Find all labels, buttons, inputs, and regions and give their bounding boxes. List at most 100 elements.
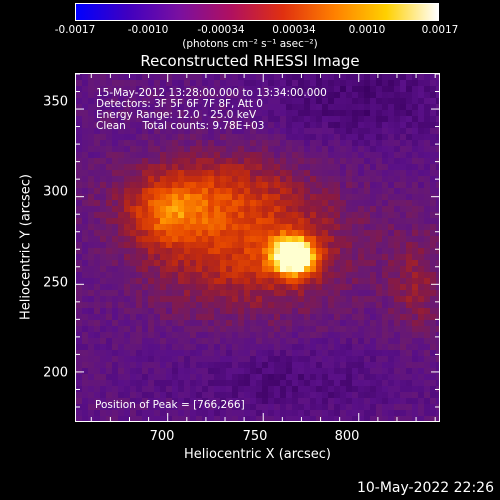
heatmap-cell [424,386,431,393]
heatmap-cell [418,236,425,243]
heatmap-cell [346,140,353,147]
heatmap-cell [202,386,209,393]
heatmap-cell [118,374,125,381]
heatmap-cell [274,128,281,135]
heatmap-cell [334,212,341,219]
heatmap-cell [376,266,383,273]
heatmap-cell [286,344,293,351]
heatmap-cell [154,116,161,123]
heatmap-cell [376,242,383,249]
heatmap-cell [100,374,107,381]
heatmap-cell [214,110,221,117]
heatmap-cell [190,254,197,261]
heatmap-cell [268,326,275,333]
heatmap-cell [388,140,395,147]
heatmap-cell [124,332,131,339]
heatmap-cell [190,116,197,123]
heatmap-cell [76,164,83,171]
heatmap-cell [406,296,413,303]
heatmap-cell [220,392,227,399]
heatmap-cell [148,158,155,165]
heatmap-cell [124,386,131,393]
heatmap-cell [274,350,281,357]
heatmap-cell [130,176,137,183]
heatmap-cell [136,392,143,399]
heatmap-cell [340,254,347,261]
heatmap-cell [130,206,137,213]
heatmap-cell [184,356,191,363]
heatmap-cell [232,200,239,207]
heatmap-cell [364,200,371,207]
heatmap-cell [310,140,317,147]
heatmap-cell [394,290,401,297]
heatmap-cell [382,122,389,129]
heatmap-cell [250,134,257,141]
heatmap-cell [370,152,377,159]
heatmap-cell [334,308,341,315]
heatmap-cell [142,134,149,141]
heatmap-cell [304,236,311,243]
heatmap-cell [160,320,167,327]
heatmap-cell [106,254,113,261]
heatmap-cell [166,350,173,357]
heatmap-cell [100,80,107,87]
heatmap-cell [274,242,281,249]
heatmap-cell [256,392,263,399]
heatmap-cell [430,206,437,213]
heatmap-cell [268,224,275,231]
heatmap-cell [256,302,263,309]
heatmap-cell [196,368,203,375]
heatmap-cell [112,116,119,123]
heatmap-cell [256,182,263,189]
heatmap-cell [172,98,179,105]
heatmap-cell [118,386,125,393]
heatmap-cell [268,368,275,375]
heatmap-cell [130,344,137,351]
heatmap-cell [292,92,299,99]
heatmap-cell [292,74,299,81]
heatmap-cell [112,134,119,141]
heatmap-cell [184,110,191,117]
heatmap-cell [76,272,83,279]
heatmap-cell [346,308,353,315]
heatmap-cell [388,404,395,411]
heatmap-cell [352,212,359,219]
heatmap-cell [436,266,439,273]
heatmap-cell [424,344,431,351]
heatmap-cell [352,380,359,387]
heatmap-cell [166,200,173,207]
heatmap-cell [106,308,113,315]
heatmap-cell [310,272,317,279]
heatmap-cell [172,290,179,297]
heatmap-cell [220,296,227,303]
heatmap-cell [298,104,305,111]
heatmap-cell [304,266,311,273]
heatmap-cell [340,332,347,339]
heatmap-cell [124,200,131,207]
heatmap-cell [190,398,197,405]
heatmap-cell [382,248,389,255]
heatmap-cell [166,344,173,351]
heatmap-cell [124,392,131,399]
heatmap-cell [328,416,335,421]
heatmap-cell [100,110,107,117]
heatmap-cell [202,224,209,231]
heatmap-cell [424,200,431,207]
heatmap-cell [286,236,293,243]
heatmap-cell [394,176,401,183]
heatmap-cell [364,176,371,183]
heatmap-cell [202,344,209,351]
heatmap-cell [280,260,287,267]
heatmap-cell [160,302,167,309]
heatmap-cell [292,182,299,189]
heatmap-cell [220,98,227,105]
heatmap-cell [238,332,245,339]
heatmap-cell [406,218,413,225]
heatmap-cell [346,344,353,351]
heatmap-cell [178,194,185,201]
heatmap-cell [274,224,281,231]
heatmap-cell [112,326,119,333]
heatmap-cell [208,104,215,111]
heatmap-cell [262,416,269,421]
heatmap-cell [172,182,179,189]
